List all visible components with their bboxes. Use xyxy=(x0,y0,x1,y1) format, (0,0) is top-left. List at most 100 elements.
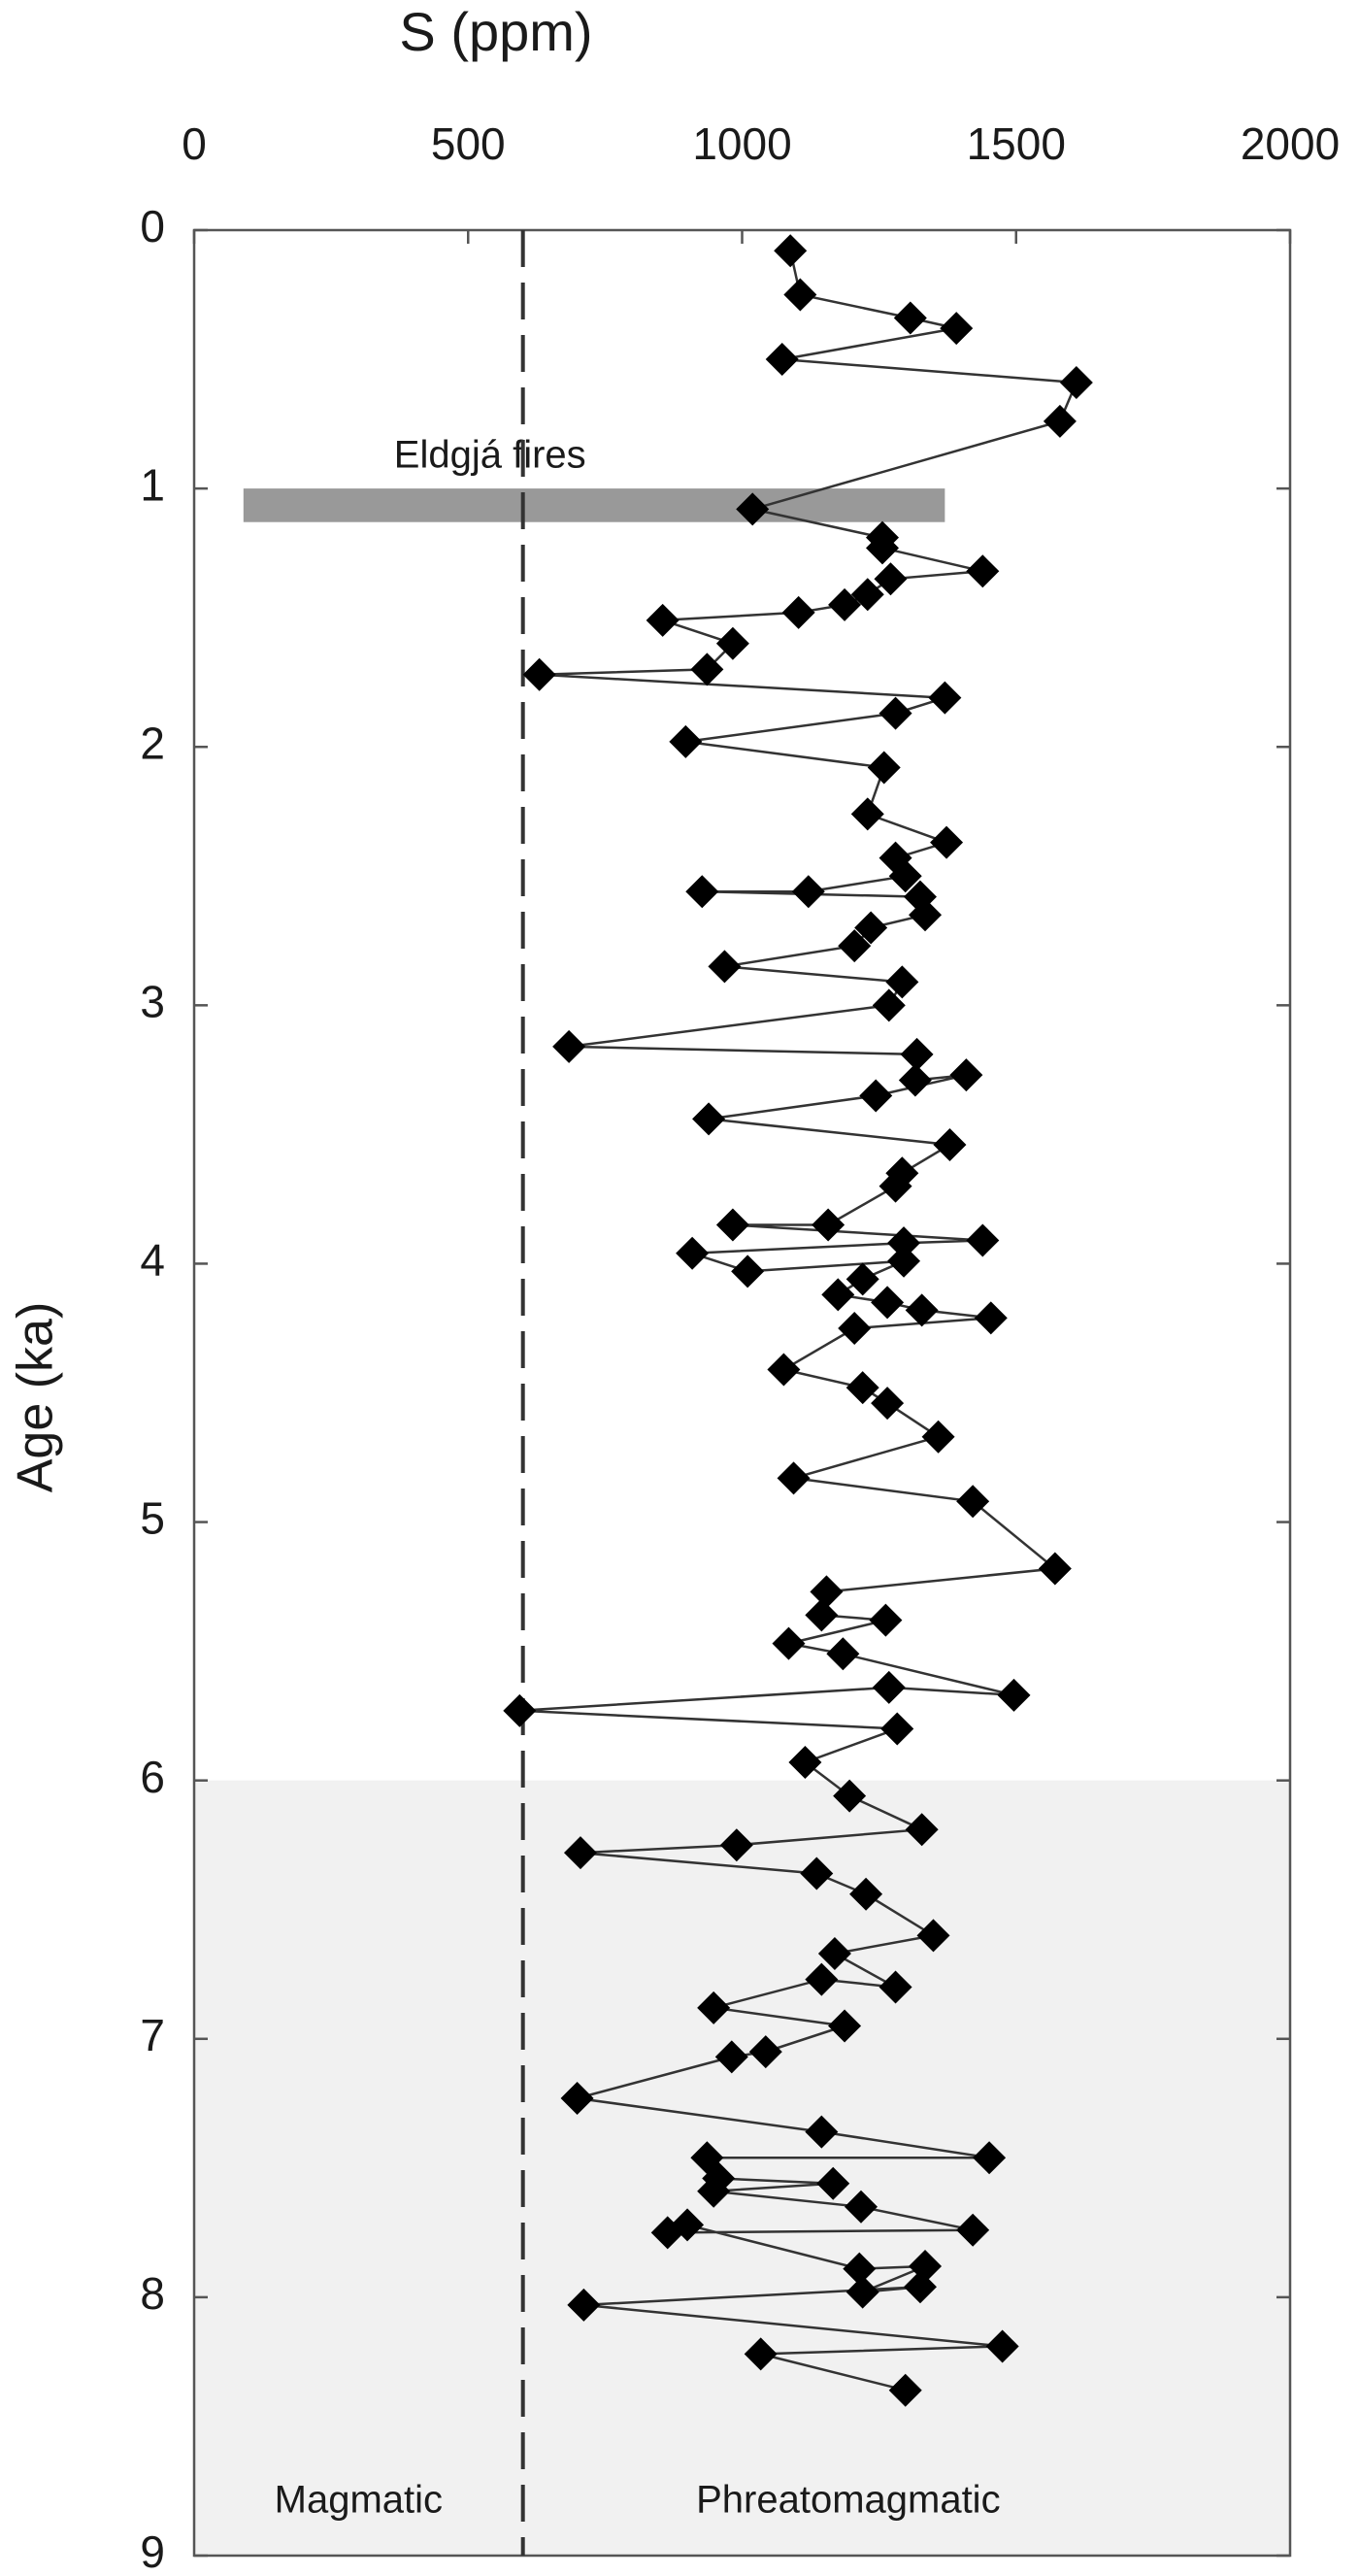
data-point xyxy=(850,797,884,831)
x-tick-label: 1000 xyxy=(692,118,791,169)
data-point xyxy=(646,603,680,637)
x-tick-label: 1500 xyxy=(967,118,1066,169)
data-point xyxy=(838,1311,872,1345)
data-point xyxy=(685,875,719,909)
data-point xyxy=(850,578,884,612)
data-point xyxy=(833,1779,867,1813)
region-label: Phreatomagmatic xyxy=(696,2479,1000,2522)
data-point xyxy=(956,2213,990,2247)
data-point xyxy=(878,1169,912,1203)
data-point xyxy=(974,1301,1008,1335)
data-point xyxy=(522,657,556,691)
data-point xyxy=(805,1598,839,1632)
data-point xyxy=(940,312,974,346)
data-point xyxy=(909,898,943,932)
data-point xyxy=(872,988,906,1022)
data-point xyxy=(805,2115,839,2149)
data-point xyxy=(715,1208,749,1242)
event-band xyxy=(243,488,945,522)
data-point xyxy=(887,1244,921,1278)
data-point xyxy=(765,343,799,377)
data-point xyxy=(966,1223,1000,1257)
data-point xyxy=(812,1208,845,1242)
data-point xyxy=(567,2288,601,2322)
data-point xyxy=(697,2174,731,2208)
data-point xyxy=(949,1058,983,1092)
data-point xyxy=(791,875,825,909)
data-point xyxy=(874,562,908,596)
data-point xyxy=(845,1262,879,1296)
data-point xyxy=(715,626,749,660)
data-point xyxy=(888,859,922,893)
data-point xyxy=(900,1037,934,1071)
data-point xyxy=(744,2337,778,2371)
data-point xyxy=(854,911,888,945)
data-point xyxy=(871,1286,905,1320)
data-point xyxy=(985,2329,1019,2363)
data-point xyxy=(905,1813,939,1847)
x-tick-label: 0 xyxy=(182,118,207,169)
x-tick-label: 500 xyxy=(431,118,506,169)
data-point xyxy=(859,1079,893,1113)
data-point xyxy=(966,554,1000,588)
data-line xyxy=(519,251,1078,2392)
y-axis-label: Age (ka) xyxy=(8,1302,64,1493)
data-point xyxy=(800,1857,834,1890)
data-point xyxy=(866,531,900,565)
data-point xyxy=(888,2373,922,2407)
data-point xyxy=(774,234,808,268)
data-point xyxy=(845,1371,879,1405)
y-tick-label: 8 xyxy=(140,2268,165,2319)
data-point xyxy=(690,652,724,686)
data-point xyxy=(552,1029,586,1063)
data-point xyxy=(869,1603,903,1637)
data-point xyxy=(731,1255,765,1288)
data-point xyxy=(872,1670,906,1704)
data-point xyxy=(930,825,964,859)
data-point xyxy=(828,587,862,621)
data-point xyxy=(903,2270,937,2304)
data-point xyxy=(821,1278,855,1312)
y-tick-label: 7 xyxy=(140,2010,165,2060)
data-point xyxy=(849,1877,883,1911)
data-point xyxy=(878,1970,912,2004)
data-point xyxy=(810,1575,844,1609)
data-point xyxy=(805,1962,839,1996)
y-tick-label: 5 xyxy=(140,1493,165,1544)
data-point xyxy=(736,492,770,526)
data-point xyxy=(1059,366,1093,400)
data-point xyxy=(772,1626,806,1660)
data-point xyxy=(1043,404,1077,438)
data-point xyxy=(916,1919,950,1953)
data-point xyxy=(788,1746,822,1780)
data-point xyxy=(503,1693,537,1727)
data-point xyxy=(783,278,817,312)
y-tick-label: 2 xyxy=(140,718,165,768)
data-point xyxy=(1038,1552,1072,1586)
data-point xyxy=(887,1226,921,1260)
data-point xyxy=(781,595,815,629)
y-tick-label: 4 xyxy=(140,1235,165,1286)
data-point xyxy=(708,950,742,984)
data-point xyxy=(893,301,927,335)
data-point xyxy=(956,1485,990,1519)
data-point xyxy=(844,2190,878,2224)
y-tick-label: 1 xyxy=(140,459,165,510)
data-point xyxy=(676,1236,710,1270)
data-point xyxy=(767,1353,801,1387)
data-point xyxy=(697,1991,731,2024)
y-tick-label: 6 xyxy=(140,1752,165,1802)
data-point xyxy=(885,965,919,999)
data-point xyxy=(777,1461,811,1495)
data-point xyxy=(880,1712,914,1746)
data-point xyxy=(871,1387,905,1421)
data-point xyxy=(838,929,872,963)
data-point xyxy=(933,1128,967,1162)
data-point xyxy=(826,1637,860,1671)
data-point xyxy=(905,1293,939,1327)
data-point xyxy=(817,1936,851,1970)
data-point xyxy=(669,724,703,758)
data-point xyxy=(714,2040,748,2074)
